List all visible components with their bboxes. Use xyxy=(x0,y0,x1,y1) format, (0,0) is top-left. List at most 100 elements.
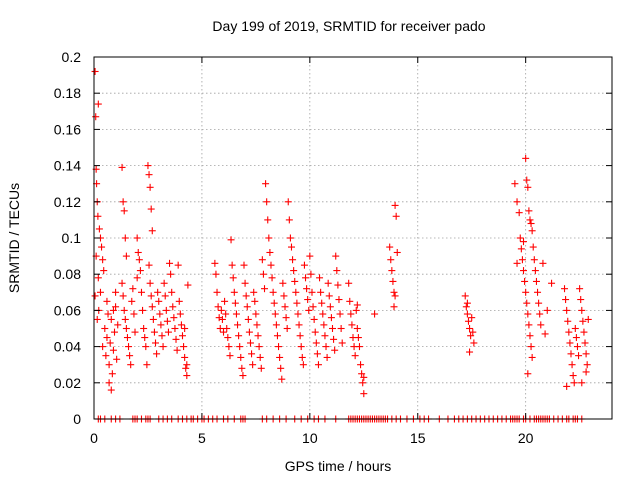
data-point xyxy=(567,350,575,358)
data-point xyxy=(222,310,230,318)
data-point xyxy=(387,256,395,264)
y-tick-label: 0.04 xyxy=(54,339,81,355)
data-point xyxy=(163,317,171,325)
x-tick-label: 5 xyxy=(198,430,206,446)
data-point xyxy=(153,350,161,358)
data-point xyxy=(302,274,310,282)
data-point xyxy=(466,348,474,356)
data-point xyxy=(325,292,333,300)
data-point xyxy=(307,270,315,278)
data-point xyxy=(535,299,543,307)
data-point xyxy=(318,299,326,307)
data-point xyxy=(287,243,295,251)
data-point xyxy=(347,310,355,318)
y-axis-label: SRMTID / TECUs xyxy=(6,183,22,293)
data-point xyxy=(309,303,317,311)
data-point xyxy=(276,353,284,361)
data-point xyxy=(128,297,136,305)
data-point xyxy=(470,339,478,347)
data-point xyxy=(245,328,253,336)
data-point xyxy=(522,154,530,162)
data-point xyxy=(96,288,104,296)
data-point xyxy=(292,288,300,296)
data-point xyxy=(255,343,263,351)
data-point xyxy=(358,370,366,378)
data-point xyxy=(297,343,305,351)
data-point xyxy=(261,285,269,293)
data-point xyxy=(141,334,149,342)
data-point xyxy=(127,361,135,369)
data-point xyxy=(531,267,539,275)
data-point xyxy=(230,288,238,296)
data-point xyxy=(346,297,354,305)
data-point xyxy=(221,297,229,305)
data-point xyxy=(263,198,271,206)
data-point xyxy=(164,328,172,336)
data-point xyxy=(175,297,183,305)
data-point xyxy=(112,303,120,311)
data-point xyxy=(338,339,346,347)
data-point xyxy=(272,321,280,329)
data-point xyxy=(314,361,322,369)
data-point xyxy=(136,267,144,275)
data-point xyxy=(522,288,530,296)
data-point xyxy=(283,325,291,332)
data-point xyxy=(386,243,394,251)
data-point xyxy=(548,279,556,287)
data-point xyxy=(359,379,367,387)
data-point xyxy=(220,328,227,336)
data-point xyxy=(290,267,298,275)
data-point xyxy=(135,256,143,264)
data-point xyxy=(526,332,534,340)
data-point xyxy=(134,248,142,256)
data-point xyxy=(256,353,264,361)
data-point xyxy=(354,334,362,342)
data-point xyxy=(239,372,247,380)
data-point xyxy=(251,297,259,305)
data-point xyxy=(328,325,336,332)
data-point xyxy=(232,310,240,318)
data-point xyxy=(147,205,155,213)
data-point xyxy=(528,353,536,361)
data-point xyxy=(122,252,130,260)
data-point xyxy=(176,310,184,318)
data-point xyxy=(269,288,277,296)
data-point xyxy=(317,288,325,296)
y-tick-label: 0.2 xyxy=(62,49,82,65)
data-point xyxy=(564,317,572,325)
data-point xyxy=(133,234,141,242)
data-point xyxy=(106,339,114,347)
data-point xyxy=(168,288,176,296)
y-tick-label: 0.18 xyxy=(54,85,81,101)
data-point xyxy=(167,270,175,278)
data-point xyxy=(235,332,243,340)
data-point xyxy=(246,339,254,347)
data-point xyxy=(532,277,540,285)
y-tick-label: 0.1 xyxy=(62,230,82,246)
data-point xyxy=(462,303,470,311)
data-point xyxy=(231,299,239,307)
data-point xyxy=(581,339,589,347)
y-tick-label: 0.06 xyxy=(54,302,81,318)
data-point xyxy=(216,325,224,332)
data-point xyxy=(130,310,138,318)
data-point xyxy=(536,310,544,318)
data-point xyxy=(332,252,340,260)
data-point xyxy=(125,343,133,351)
data-point xyxy=(326,303,334,311)
data-point xyxy=(94,100,102,108)
data-point xyxy=(578,306,586,314)
data-point xyxy=(529,243,537,251)
data-point xyxy=(530,256,538,264)
data-point xyxy=(517,245,525,253)
data-point xyxy=(393,248,401,256)
data-point xyxy=(352,306,360,314)
data-point xyxy=(464,317,472,325)
data-point xyxy=(572,334,580,342)
data-point xyxy=(140,325,148,332)
data-point xyxy=(334,281,342,289)
data-point xyxy=(243,303,251,311)
data-point xyxy=(258,256,266,264)
data-point xyxy=(580,328,588,336)
data-point xyxy=(316,274,324,282)
